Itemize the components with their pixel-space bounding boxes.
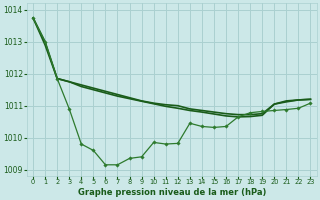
- X-axis label: Graphe pression niveau de la mer (hPa): Graphe pression niveau de la mer (hPa): [77, 188, 266, 197]
